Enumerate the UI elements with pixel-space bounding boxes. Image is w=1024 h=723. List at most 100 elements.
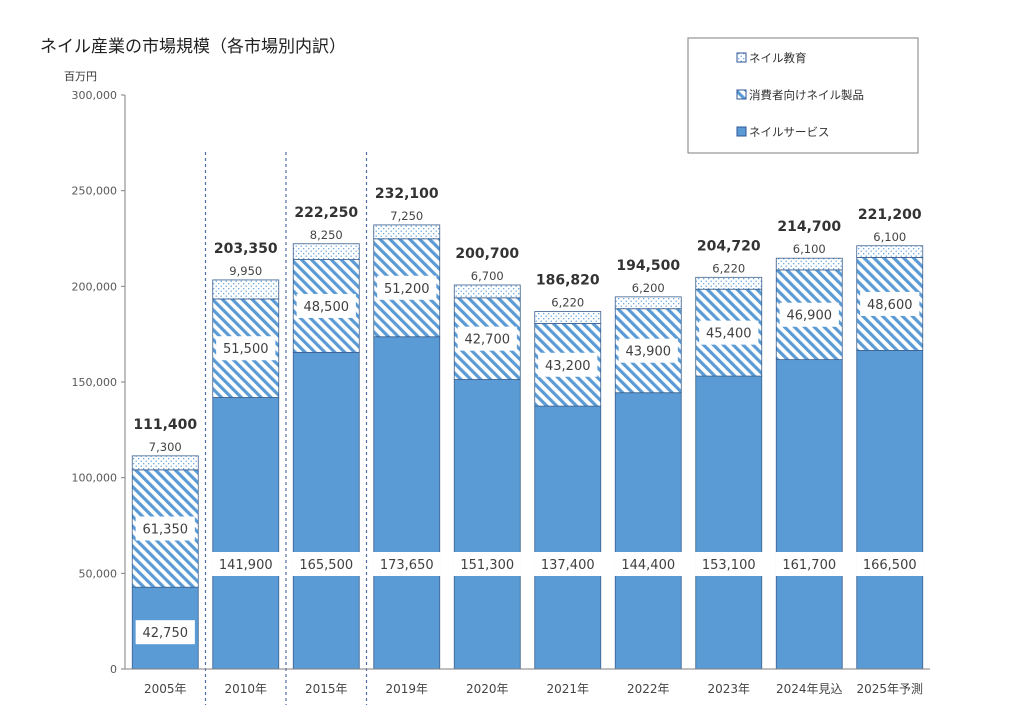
- bar-segment-nail-education: [453, 284, 521, 299]
- bar-segment-nail-service: [775, 359, 843, 670]
- value-label: 51,500: [223, 342, 269, 357]
- y-tick-label: 150,000: [72, 376, 118, 389]
- value-label-box: [212, 552, 280, 576]
- bar-segment-nail-education: [534, 311, 602, 324]
- value-label: 51,200: [384, 282, 430, 297]
- value-label: 43,900: [626, 345, 672, 360]
- bar-segment-nail-service: [453, 379, 521, 670]
- bar-segment-nail-education: [292, 243, 360, 260]
- value-label-box: [538, 352, 598, 377]
- bar-segment-nail-service: [856, 350, 924, 670]
- total-label: 214,700: [777, 219, 841, 235]
- value-label-box: [699, 320, 759, 345]
- value-label-box: [856, 552, 924, 576]
- value-label-education: 6,100: [873, 230, 906, 244]
- value-label-education: 6,100: [793, 242, 826, 256]
- value-label: 166,500: [863, 558, 917, 573]
- bar-segment-nail-education: [373, 224, 441, 240]
- x-tick-label: 2019年: [385, 682, 428, 696]
- value-label: 161,700: [782, 558, 836, 573]
- x-tick-label: 2010年: [224, 682, 267, 696]
- data-labels: 42,750 61,350 7,300 111,400 141,900 51,500 9,9…: [133, 186, 924, 645]
- value-label-box: [292, 552, 360, 576]
- value-label: 61,350: [143, 523, 189, 538]
- y-tick-label: 100,000: [72, 472, 118, 485]
- legend-swatch: [736, 126, 747, 137]
- y-tick-label: 50,000: [79, 567, 118, 580]
- legend-swatch: [736, 52, 747, 63]
- value-label: 42,750: [143, 626, 189, 641]
- total-label: 204,720: [697, 238, 761, 254]
- bar-segment-nail-education: [856, 245, 924, 258]
- legend-label: ネイルサービス: [749, 125, 830, 139]
- y-tick-label: 300,000: [72, 89, 118, 102]
- value-label: 141,900: [219, 558, 273, 573]
- x-tick-label: 2015年: [305, 682, 348, 696]
- value-label-box: [296, 293, 356, 318]
- value-label-box: [135, 516, 195, 541]
- y-unit-label: 百万円: [64, 70, 97, 83]
- total-label: 186,820: [536, 273, 600, 289]
- value-label-education: 7,300: [149, 440, 182, 454]
- value-label-box: [860, 291, 920, 316]
- value-label: 173,650: [380, 558, 434, 573]
- period-separators: [204, 152, 368, 705]
- bar-segment-nail-education: [695, 276, 763, 290]
- bar-segment-nail-service: [695, 375, 763, 670]
- value-label-box: [453, 552, 521, 576]
- value-label-box: [534, 552, 602, 576]
- value-label: 48,600: [867, 298, 913, 313]
- value-label-box: [618, 338, 678, 363]
- legend-swatch: [736, 89, 747, 100]
- bar-segment-nail-service: [614, 392, 682, 670]
- value-label-education: 8,250: [310, 228, 343, 242]
- value-label: 151,300: [460, 558, 514, 573]
- value-label: 43,200: [545, 359, 591, 374]
- value-label-box: [457, 326, 517, 351]
- value-label-box: [373, 552, 441, 576]
- value-label-box: [614, 552, 682, 576]
- value-label-box: [775, 552, 843, 576]
- x-tick-label: 2023年: [707, 682, 750, 696]
- value-label: 48,500: [304, 300, 350, 315]
- value-label: 46,900: [787, 309, 833, 324]
- total-label: 221,200: [858, 207, 922, 223]
- bar-segment-nail-service: [212, 397, 280, 670]
- value-label: 153,100: [702, 558, 756, 573]
- value-label: 42,700: [465, 333, 511, 348]
- bars: [131, 224, 924, 670]
- total-label: 222,250: [294, 205, 358, 221]
- value-label: 137,400: [541, 558, 595, 573]
- x-tick-label: 2005年: [144, 682, 187, 696]
- x-tick-label: 2025年予測: [856, 682, 923, 696]
- value-label-box: [135, 620, 195, 645]
- total-label: 111,400: [133, 417, 197, 433]
- x-tick-label: 2021年: [546, 682, 589, 696]
- chart-title: ネイル産業の市場規模（各市場別内訳）: [40, 37, 346, 57]
- total-label: 200,700: [455, 246, 519, 262]
- bar-segment-nail-service: [292, 351, 360, 670]
- total-label: 194,500: [616, 258, 680, 274]
- total-label: 203,350: [214, 241, 278, 257]
- x-tick-label: 2024年見込: [776, 682, 843, 696]
- legend-box: [687, 37, 919, 154]
- bar-segment-nail-service: [373, 336, 441, 670]
- value-label-box: [377, 275, 437, 300]
- y-tick-label: 200,000: [72, 280, 118, 293]
- value-label-education: 7,250: [390, 209, 423, 223]
- legend-label: ネイル教育: [749, 51, 807, 65]
- total-label: 232,100: [375, 186, 439, 202]
- value-label: 165,500: [299, 558, 353, 573]
- bar-segment-nail-service: [534, 405, 602, 670]
- value-label-education: 6,220: [712, 261, 745, 275]
- value-label: 45,400: [706, 327, 752, 342]
- bar-segment-nail-education: [131, 455, 199, 471]
- value-label-box: [695, 552, 763, 576]
- value-label: 144,400: [621, 558, 675, 573]
- y-tick-label: 0: [110, 663, 117, 676]
- y-axis: 0 50,000 100,000 150,000 200,000 250,000 300,0…: [72, 89, 126, 676]
- bar-segment-nail-education: [212, 279, 280, 300]
- value-label-education: 6,220: [551, 296, 584, 310]
